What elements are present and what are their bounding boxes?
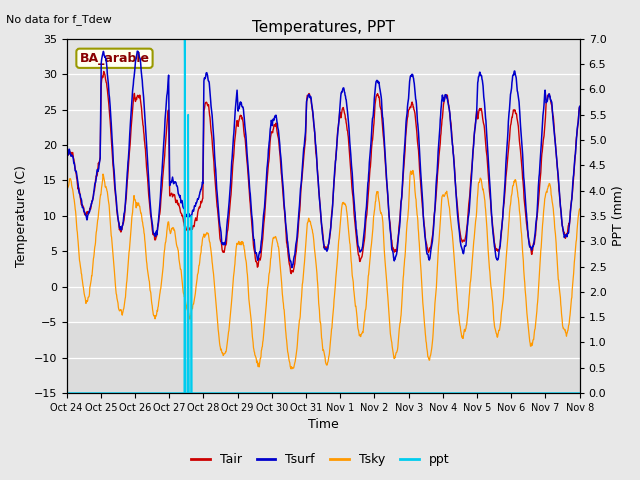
Legend: Tair, Tsurf, Tsky, ppt: Tair, Tsurf, Tsky, ppt bbox=[186, 448, 454, 471]
Y-axis label: PPT (mm): PPT (mm) bbox=[612, 186, 625, 246]
Title: Temperatures, PPT: Temperatures, PPT bbox=[252, 20, 395, 35]
Y-axis label: Temperature (C): Temperature (C) bbox=[15, 165, 28, 267]
Bar bbox=[67, 39, 580, 322]
Text: No data for f_Tdew: No data for f_Tdew bbox=[6, 14, 112, 25]
Text: BA_arable: BA_arable bbox=[79, 52, 150, 65]
X-axis label: Time: Time bbox=[308, 419, 339, 432]
